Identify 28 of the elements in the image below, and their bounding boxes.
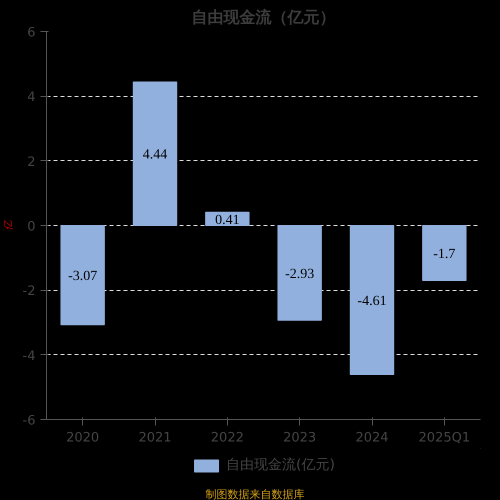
legend-label: 自由现金流(亿元) xyxy=(226,456,335,474)
y-tick-label: 4 xyxy=(27,90,36,106)
x-tick-label: 2020 xyxy=(66,430,100,446)
y-tick-label: 0 xyxy=(27,220,36,234)
y-tick-label: -2 xyxy=(22,284,36,300)
data-label: 4.44 xyxy=(142,148,168,163)
data-label: -3.07 xyxy=(68,269,98,284)
y-tick-label: -4 xyxy=(22,348,36,364)
data-label: -2.93 xyxy=(285,266,314,282)
data-label: -4.61 xyxy=(357,294,387,310)
data-label: 0.41 xyxy=(215,212,240,228)
x-tick-label: 2024 xyxy=(355,430,389,446)
y-tick-label: 2 xyxy=(27,154,36,170)
bar xyxy=(277,225,322,321)
y-tick-label: 6 xyxy=(27,26,36,40)
x-tick-label: 2025Q1 xyxy=(418,430,470,446)
chart-title: 自由现金流（亿元） xyxy=(192,8,336,26)
bar xyxy=(60,225,105,326)
x-tick-label: 2023 xyxy=(283,430,316,446)
x-tick-label: 2021 xyxy=(138,430,172,446)
y-axis-title: 亿 xyxy=(4,220,15,230)
x-tick-label: 2022 xyxy=(210,430,244,446)
bar xyxy=(132,81,178,226)
data-label: -1.7 xyxy=(433,246,456,262)
bar xyxy=(422,225,467,281)
text: 制图数据来自数据库 xyxy=(206,487,304,500)
y-tick-label: -6 xyxy=(22,414,36,428)
bar xyxy=(350,225,394,376)
